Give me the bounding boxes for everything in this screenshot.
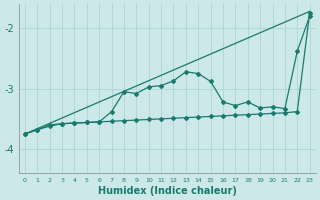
X-axis label: Humidex (Indice chaleur): Humidex (Indice chaleur) xyxy=(98,186,237,196)
